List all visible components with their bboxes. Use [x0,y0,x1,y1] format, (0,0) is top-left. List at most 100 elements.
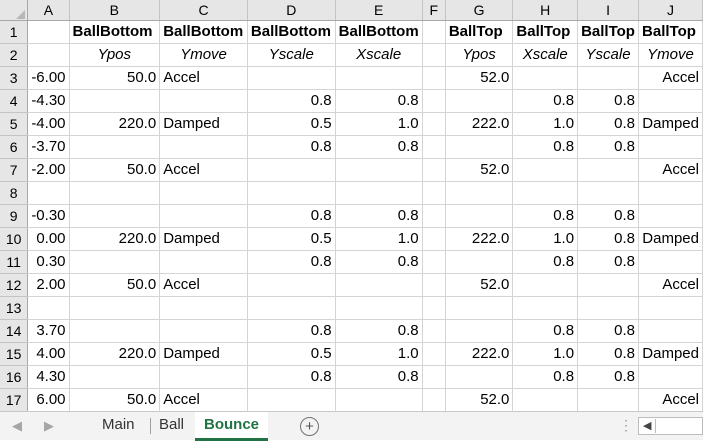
cell-j2[interactable]: Ymove [638,43,703,67]
cell-b9[interactable] [69,204,161,228]
cell-e3[interactable] [335,66,423,90]
row-header[interactable]: 16 [0,365,29,389]
cell-h13[interactable] [512,296,579,320]
cell-g12[interactable]: 52.0 [445,273,514,297]
cell-d3[interactable] [247,66,336,90]
cell-h5[interactable]: 1.0 [512,112,579,136]
cell-f8[interactable] [422,181,446,205]
cell-j8[interactable] [638,181,703,205]
cell-a3[interactable]: -6.00 [27,66,70,90]
column-header-d[interactable]: D [247,0,336,21]
cell-g16[interactable] [445,365,514,389]
cell-f5[interactable] [422,112,446,136]
cell-a14[interactable]: 3.70 [27,319,70,343]
row-header[interactable]: 3 [0,66,29,90]
more-options-icon[interactable]: ⋮ [619,417,633,433]
cell-b5[interactable]: 220.0 [69,112,161,136]
cell-j11[interactable] [638,250,703,274]
cell-b11[interactable] [69,250,161,274]
cell-e6[interactable]: 0.8 [335,135,423,159]
cell-e10[interactable]: 1.0 [335,227,423,251]
column-header-b[interactable]: B [69,0,161,21]
cell-i8[interactable] [577,181,640,205]
cell-g5[interactable]: 222.0 [445,112,514,136]
row-header[interactable]: 4 [0,89,29,113]
cell-c12[interactable]: Accel [159,273,248,297]
cell-j14[interactable] [638,319,703,343]
cell-j9[interactable] [638,204,703,228]
cell-a7[interactable]: -2.00 [27,158,70,182]
cell-f4[interactable] [422,89,446,113]
cell-c15[interactable]: Damped [159,342,248,366]
cell-i4[interactable]: 0.8 [577,89,640,113]
cell-c4[interactable] [159,89,248,113]
cell-c8[interactable] [159,181,248,205]
cell-b16[interactable] [69,365,161,389]
cell-j4[interactable] [638,89,703,113]
cell-d10[interactable]: 0.5 [247,227,336,251]
cell-g2[interactable]: Ypos [445,43,514,67]
row-header[interactable]: 14 [0,319,29,343]
cell-f10[interactable] [422,227,446,251]
cell-h11[interactable]: 0.8 [512,250,579,274]
cell-a10[interactable]: 0.00 [27,227,70,251]
cell-e1[interactable]: BallBottom [335,20,423,44]
scroll-left-arrow-icon[interactable]: ◀ [643,420,652,432]
cell-e15[interactable]: 1.0 [335,342,423,366]
cell-f1[interactable] [422,20,446,44]
cell-h6[interactable]: 0.8 [512,135,579,159]
cell-c13[interactable] [159,296,248,320]
cell-c16[interactable] [159,365,248,389]
cell-g7[interactable]: 52.0 [445,158,514,182]
cell-i17[interactable] [577,388,640,412]
select-all-corner[interactable] [0,0,29,21]
column-header-c[interactable]: C [159,0,248,21]
cell-e17[interactable] [335,388,423,412]
column-header-a[interactable]: A [27,0,70,21]
cell-grid[interactable]: A B C D E F G H I J 1 BallBottom BallBottom BallBotto… [0,0,703,412]
cell-i13[interactable] [577,296,640,320]
cell-f6[interactable] [422,135,446,159]
cell-i5[interactable]: 0.8 [577,112,640,136]
cell-j15[interactable]: Damped [638,342,703,366]
cell-h4[interactable]: 0.8 [512,89,579,113]
tab-scroll-left-icon[interactable]: ◀ [12,418,22,433]
cell-a9[interactable]: -0.30 [27,204,70,228]
cell-h8[interactable] [512,181,579,205]
cell-f11[interactable] [422,250,446,274]
cell-d14[interactable]: 0.8 [247,319,336,343]
horizontal-scrollbar[interactable]: ◀ [638,417,703,435]
cell-j10[interactable]: Damped [638,227,703,251]
cell-e11[interactable]: 0.8 [335,250,423,274]
cell-b14[interactable] [69,319,161,343]
cell-a17[interactable]: 6.00 [27,388,70,412]
cell-e14[interactable]: 0.8 [335,319,423,343]
cell-j1[interactable]: BallTop [638,20,703,44]
row-header[interactable]: 17 [0,388,29,412]
cell-i14[interactable]: 0.8 [577,319,640,343]
cell-i10[interactable]: 0.8 [577,227,640,251]
cell-f2[interactable] [422,43,446,67]
cell-i12[interactable] [577,273,640,297]
cell-c9[interactable] [159,204,248,228]
cell-d17[interactable] [247,388,336,412]
cell-g17[interactable]: 52.0 [445,388,514,412]
cell-f13[interactable] [422,296,446,320]
cell-g13[interactable] [445,296,514,320]
cell-d11[interactable]: 0.8 [247,250,336,274]
cell-c2[interactable]: Ymove [159,43,248,67]
cell-f7[interactable] [422,158,446,182]
cell-h7[interactable] [512,158,579,182]
tab-main[interactable]: Main [102,416,135,433]
cell-c5[interactable]: Damped [159,112,248,136]
cell-b13[interactable] [69,296,161,320]
row-header[interactable]: 11 [0,250,29,274]
cell-a4[interactable]: -4.30 [27,89,70,113]
tab-scroll-right-icon[interactable]: ▶ [44,418,54,433]
cell-a5[interactable]: -4.00 [27,112,70,136]
cell-e5[interactable]: 1.0 [335,112,423,136]
cell-e16[interactable]: 0.8 [335,365,423,389]
select-all-triangle-icon[interactable] [16,10,26,19]
cell-a1[interactable] [27,20,70,44]
cell-c7[interactable]: Accel [159,158,248,182]
